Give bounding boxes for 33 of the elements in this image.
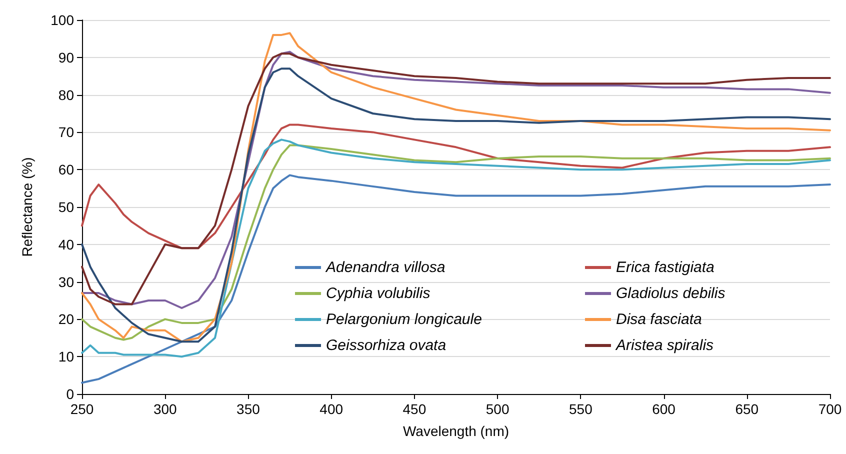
y-tick-label: 100 (50, 12, 74, 28)
y-axis-title: Reflectance (%) (19, 157, 35, 257)
legend-label: Gladiolus debilis (616, 285, 726, 302)
legend-label: Pelargonium longicaule (326, 311, 482, 328)
legend-label: Cyphia volubilis (326, 285, 431, 302)
legend-label: Erica fastigiata (616, 259, 714, 276)
x-tick-label: 300 (153, 401, 178, 417)
y-tick-label: 70 (58, 124, 74, 140)
y-tick-label: 20 (58, 311, 74, 328)
x-tick-label: 600 (652, 401, 676, 417)
legend-label: Disa fasciata (616, 311, 702, 328)
y-tick-label: 40 (58, 236, 74, 252)
y-tick-label: 50 (58, 199, 74, 215)
x-tick-label: 450 (402, 401, 426, 417)
y-tick-label: 80 (58, 86, 74, 103)
x-tick-label: 700 (818, 401, 842, 417)
y-tick-label: 10 (58, 348, 74, 365)
x-tick-label: 250 (70, 401, 94, 417)
x-tick-label: 650 (735, 401, 759, 417)
y-tick-label: 90 (58, 49, 74, 66)
line-series (81, 124, 831, 250)
y-tick-label: 60 (58, 162, 74, 178)
legend-label: Aristea spiralis (615, 337, 714, 354)
x-axis-title: Wavelength (nm) (402, 423, 510, 439)
y-tick-label: 0 (66, 386, 74, 402)
legend-label: Geissorhiza ovata (326, 337, 446, 354)
x-tick-label: 400 (320, 401, 344, 417)
y-tick-label: 30 (58, 274, 74, 290)
line-series (81, 174, 831, 384)
x-tick-label: 350 (236, 401, 260, 417)
x-tick-label: 550 (568, 401, 593, 417)
legend-label: Adenandra villosa (325, 259, 446, 276)
x-tick-label: 500 (486, 401, 510, 417)
